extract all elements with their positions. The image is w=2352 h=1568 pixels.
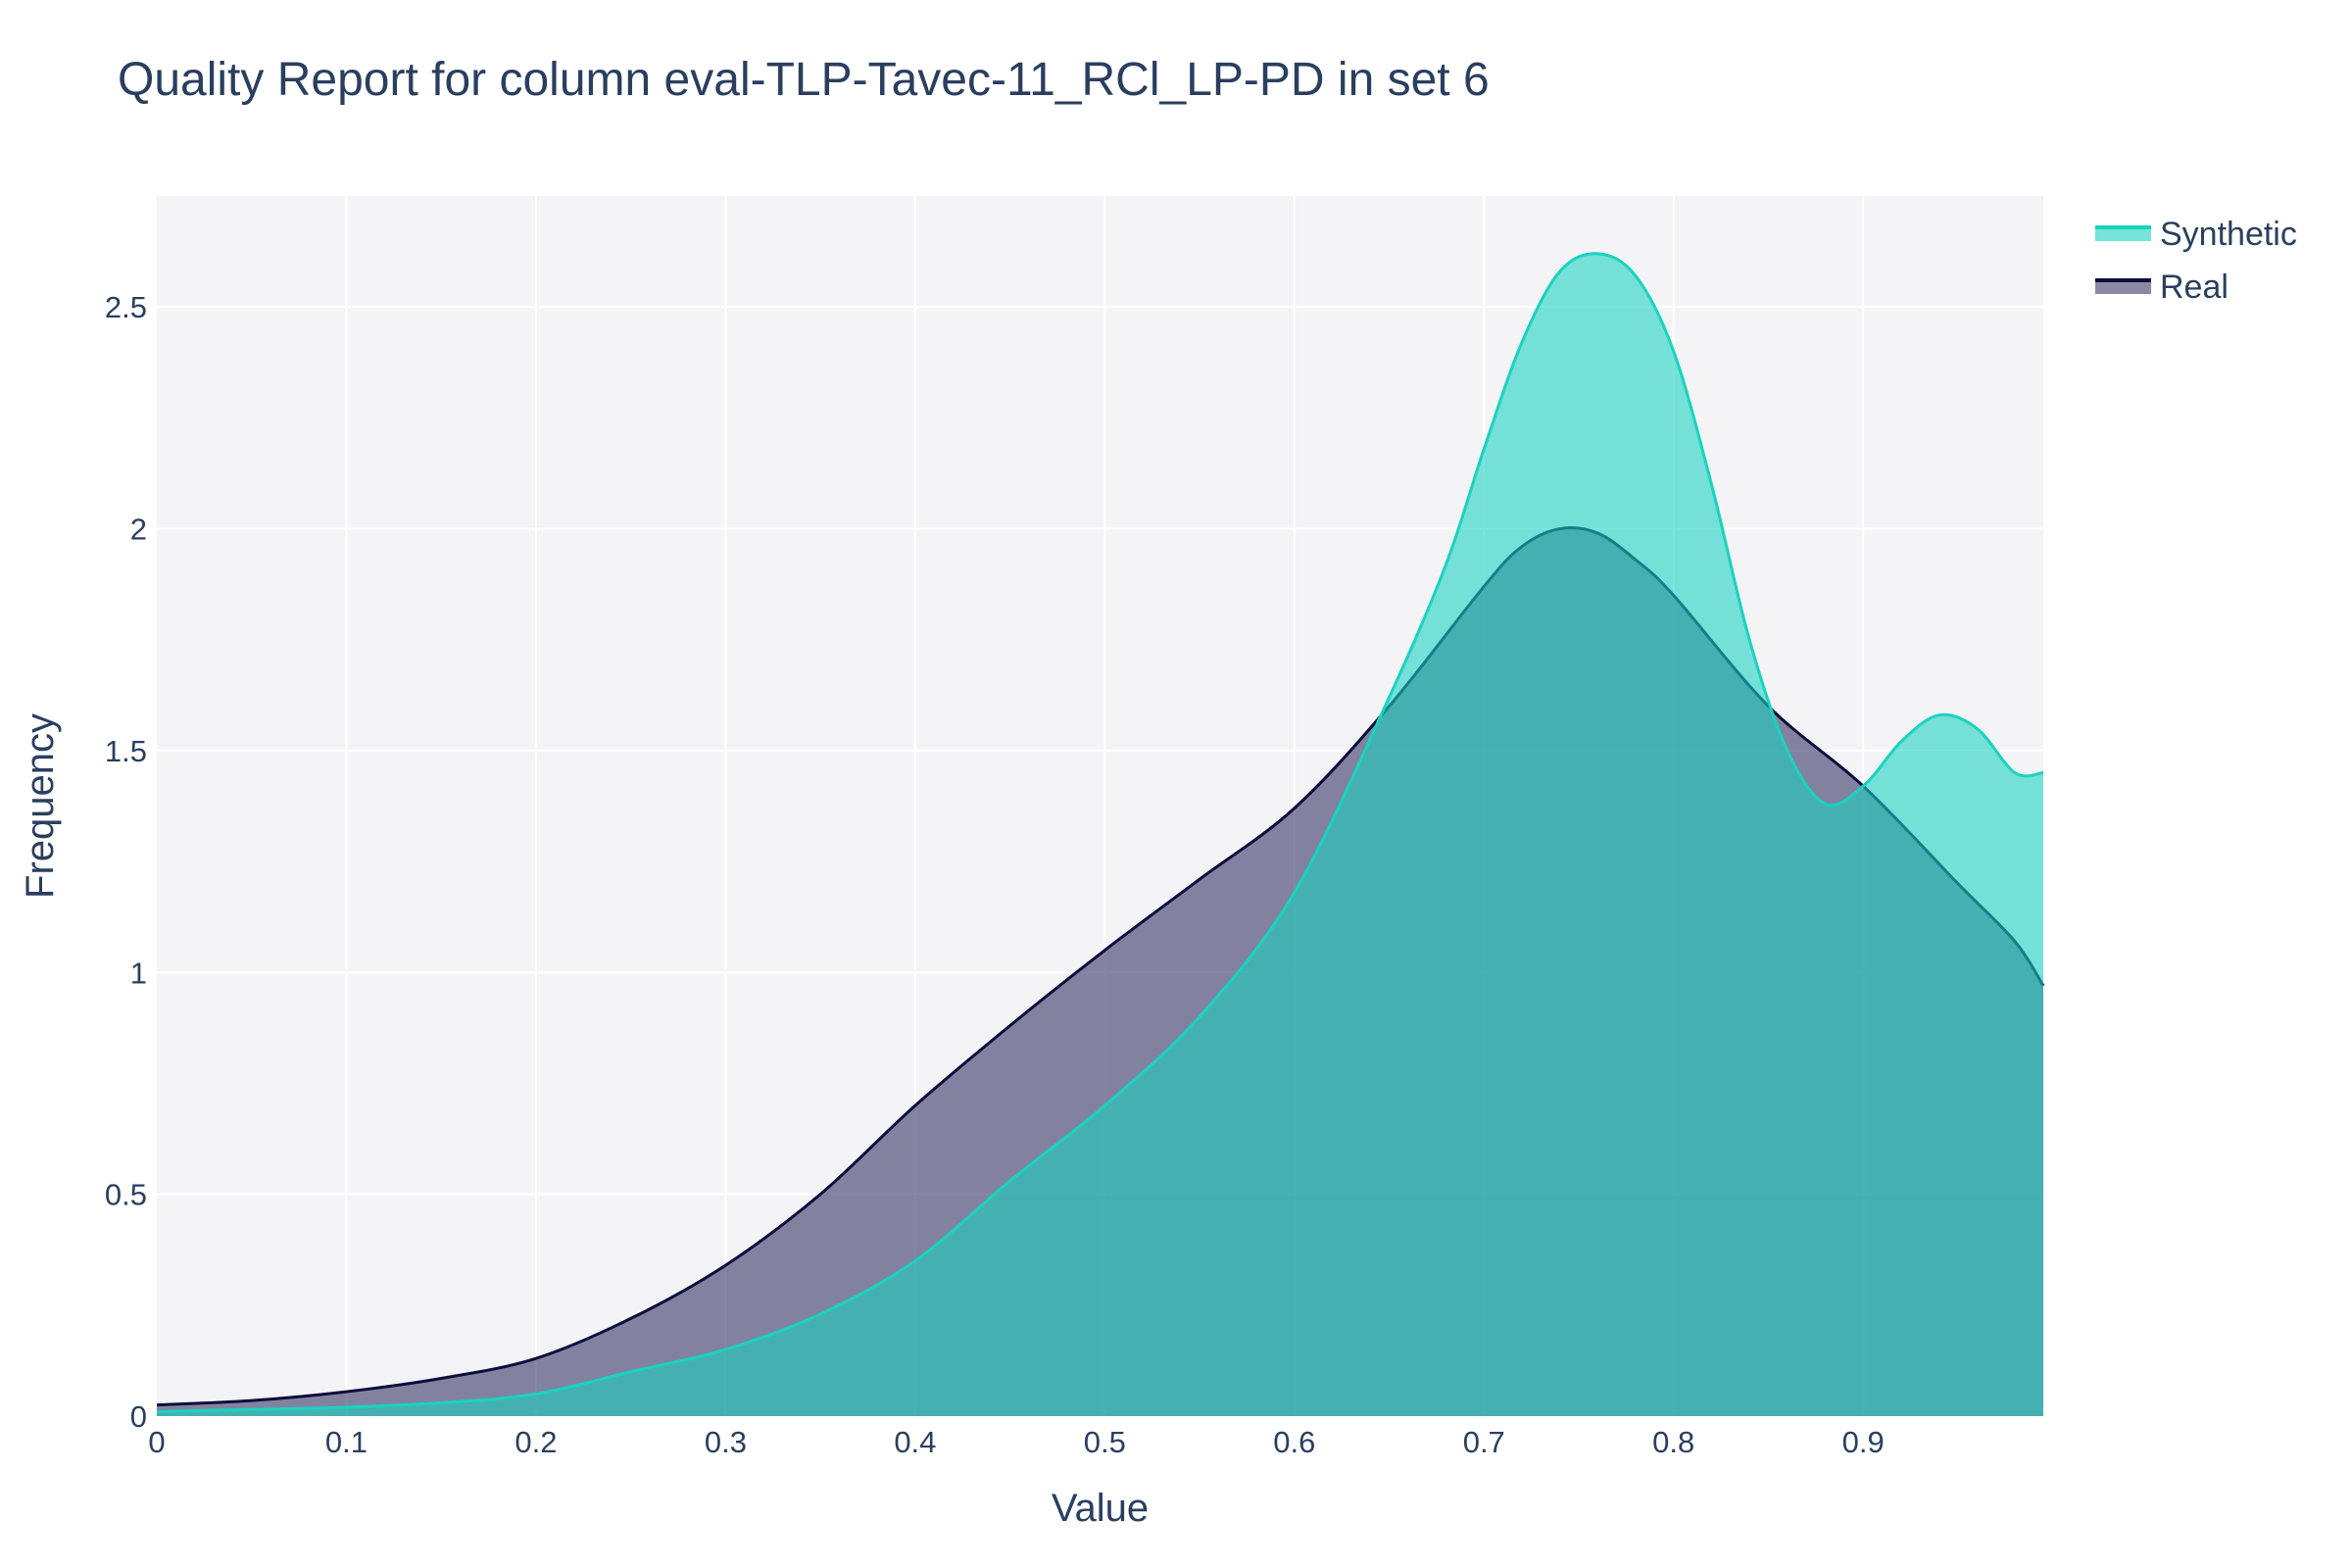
synthetic-legend-label: Synthetic <box>2160 216 2297 253</box>
x-tick-label: 0.1 <box>325 1425 368 1459</box>
synthetic-line <box>156 252 2044 1413</box>
y-tick-label: 2.5 <box>105 290 147 324</box>
synthetic-legend-swatch <box>2095 227 2151 241</box>
x-axis-title: Value <box>1052 1487 1149 1530</box>
real-legend-swatch <box>2095 280 2151 294</box>
x-tick-label: 0.8 <box>1652 1425 1694 1459</box>
x-tick-label: 0.6 <box>1273 1425 1315 1459</box>
real-legend-label: Real <box>2160 269 2229 306</box>
y-tick-label: 1.5 <box>105 734 147 768</box>
x-tick-label: 0.9 <box>1842 1425 1885 1459</box>
x-tick-label: 0.3 <box>705 1425 747 1459</box>
y-axis-title: Frequency <box>19 713 62 899</box>
y-tick-label: 0.5 <box>105 1178 147 1212</box>
x-tick-label: 0.5 <box>1084 1425 1126 1459</box>
chart-title: Quality Report for column eval-TLP-Tavec… <box>118 54 1490 106</box>
x-tick-label: 0.2 <box>514 1425 557 1459</box>
x-tick-label: 0 <box>148 1425 165 1459</box>
synthetic-area <box>157 253 2043 1417</box>
y-tick-label: 1 <box>130 956 147 990</box>
x-tick-label: 0.4 <box>894 1425 936 1459</box>
y-tick-label: 2 <box>130 513 147 547</box>
y-tick-label: 0 <box>130 1399 147 1434</box>
x-tick-label: 0.7 <box>1463 1425 1505 1459</box>
